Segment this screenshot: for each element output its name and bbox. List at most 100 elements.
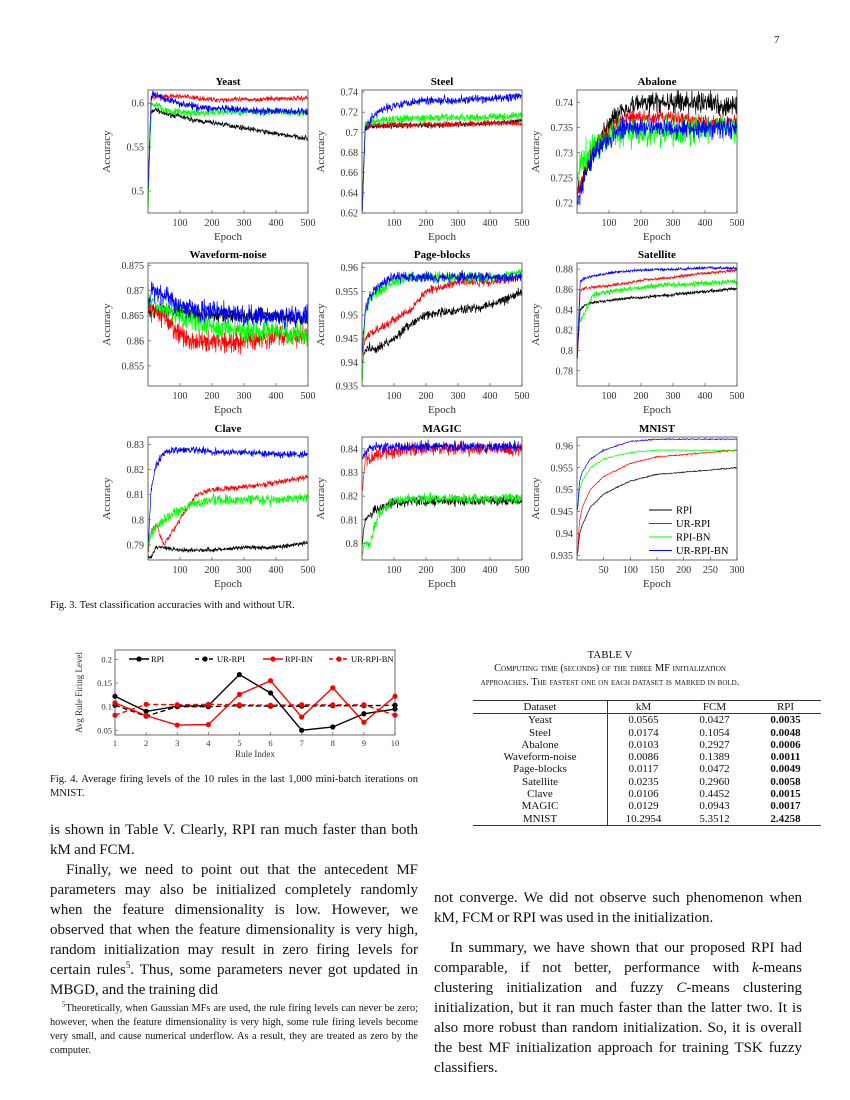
y-tick-label: 0.74 — [556, 98, 574, 109]
text: -means clustering initialization and fuz… — [434, 960, 802, 996]
data-point — [267, 690, 274, 696]
x-tick-label: 500 — [515, 565, 530, 576]
x-tick-label: 100 — [602, 391, 617, 402]
subplot-steel: Steel 0.62 0.64 0.66 0.68 0.7 0.72 0.74 100 200 30… — [315, 76, 530, 243]
x-axis-label: Epoch — [428, 578, 457, 590]
subplot-title: Abalone — [637, 76, 676, 88]
data-point — [299, 714, 305, 720]
plot-frame — [147, 262, 309, 387]
x-tick-label: 200 — [205, 218, 220, 229]
plot-frame — [361, 436, 523, 561]
math-k: k — [752, 960, 759, 976]
cell-dataset: Yeast — [473, 713, 608, 727]
plot-frame — [576, 89, 738, 214]
data-point — [299, 727, 305, 733]
series-line-rpi-bn — [148, 101, 308, 208]
cell-dataset: MAGIC — [473, 800, 608, 813]
x-axis-label: Epoch — [643, 578, 672, 590]
series-line-rpi-bn — [148, 293, 308, 347]
y-tick-label: 0.88 — [556, 265, 574, 276]
cell-fcm: 0.0472 — [699, 763, 730, 776]
legend-marker — [136, 656, 142, 662]
cell-km: 0.0174 — [628, 726, 659, 739]
x-tick-label: 400 — [483, 218, 498, 229]
x-tick-label: 200 — [419, 218, 434, 229]
table-5-title: TABLE V Computing time (seconds) of the … — [405, 648, 815, 690]
right-column: not converge. We did not observe such ph… — [434, 888, 802, 1078]
y-tick-label: 0.865 — [122, 311, 145, 322]
y-tick-label: 0.955 — [551, 463, 574, 474]
y-tick-label: 0.87 — [127, 286, 145, 297]
footnote: 5Theoretically, when Gaussian MFs are us… — [50, 1001, 418, 1058]
subplot-title: Waveform-noise — [190, 249, 267, 261]
x-tick-label: 50 — [599, 565, 609, 576]
subplot-clave: Clave 0.79 0.8 0.81 0.82 0.83 100 200 300 400 500 E… — [101, 423, 316, 590]
table-5: Dataset kM FCM RPI Yeast 0.0565 0.0427 0.00… — [473, 700, 821, 826]
series-line-ur-rpi-bn — [362, 269, 522, 353]
data-point — [174, 702, 180, 708]
cell-km: 0.0565 — [628, 714, 659, 727]
x-tick-label: 4 — [206, 738, 211, 748]
left-column: is shown in Table V. Clearly, RPI ran mu… — [50, 820, 418, 1000]
cell-fcm: 0.2960 — [699, 775, 730, 788]
plot-frame — [147, 89, 309, 214]
table-caption-line-1: Computing time (seconds) of the three MF… — [494, 663, 726, 674]
data-point — [299, 702, 305, 708]
series-line-ur-rpi — [362, 119, 522, 210]
y-tick-label: 0.2 — [101, 654, 112, 664]
subplot-satellite: Satellite 0.78 0.8 0.82 0.84 0.86 0.88 100 200 30… — [530, 249, 745, 416]
y-axis-label: Accuracy — [101, 303, 113, 346]
y-tick-label: 0.935 — [551, 551, 574, 562]
subplot-title: Steel — [431, 76, 454, 88]
x-tick-label: 300 — [666, 218, 681, 229]
x-tick-label: 300 — [237, 391, 252, 402]
x-tick-label: 500 — [730, 391, 745, 402]
header-dataset: Dataset — [473, 700, 608, 714]
x-tick-label: 300 — [237, 218, 252, 229]
y-axis-label: Accuracy — [315, 477, 327, 520]
legend-label: UR-RPI-BN — [676, 546, 729, 557]
y-tick-label: 0.725 — [551, 173, 574, 184]
x-tick-label: 100 — [623, 565, 638, 576]
cell-dataset: Satellite — [473, 775, 608, 789]
cell-rpi: 0.0049 — [770, 763, 801, 776]
cell-dataset: Waveform-noise — [473, 751, 608, 764]
x-axis-label: Epoch — [428, 404, 457, 416]
x-tick-label: 300 — [730, 565, 745, 576]
series-line-ur-rpi — [577, 109, 737, 194]
paragraph: not converge. We did not observe such ph… — [434, 890, 802, 926]
x-tick-label: 200 — [419, 565, 434, 576]
cell-km: 0.0086 — [628, 751, 659, 764]
text: Finally, we need to point out that the a… — [50, 862, 418, 978]
x-tick-label: 200 — [676, 565, 691, 576]
table-row: Abalone 0.0103 0.2927 0.0006 — [473, 738, 821, 752]
y-tick-label: 0.64 — [341, 188, 359, 199]
subplot-title: Page-blocks — [414, 249, 471, 261]
series-line-rpi-bn — [148, 492, 308, 549]
cell-fcm: 5.3512 — [699, 812, 730, 825]
cell-rpi: 2.4258 — [770, 812, 801, 825]
x-tick-label: 100 — [387, 391, 402, 402]
y-tick-label: 0.82 — [127, 465, 145, 476]
x-tick-label: 500 — [301, 391, 316, 402]
y-tick-label: 0.875 — [122, 261, 145, 272]
y-tick-label: 0.86 — [127, 336, 145, 347]
x-tick-label: 500 — [301, 565, 316, 576]
cell-fcm: 0.4452 — [699, 788, 730, 801]
cell-rpi: 0.0006 — [770, 738, 801, 751]
x-tick-label: 9 — [362, 738, 366, 748]
data-point — [236, 671, 243, 678]
subplot-title: MAGIC — [422, 423, 461, 435]
y-axis-label: Accuracy — [315, 303, 327, 346]
cell-fcm: 0.0943 — [699, 800, 730, 813]
plot-frame — [114, 649, 396, 736]
x-tick-label: 10 — [391, 738, 400, 748]
y-tick-label: 0.1 — [101, 702, 112, 712]
data-point — [205, 701, 211, 707]
data-point — [236, 702, 243, 708]
cell-rpi: 0.0048 — [770, 726, 801, 739]
subplot-title: Yeast — [215, 76, 240, 88]
data-point — [205, 722, 211, 728]
y-tick-label: 0.72 — [556, 198, 574, 209]
series-line-rpi — [148, 540, 308, 559]
